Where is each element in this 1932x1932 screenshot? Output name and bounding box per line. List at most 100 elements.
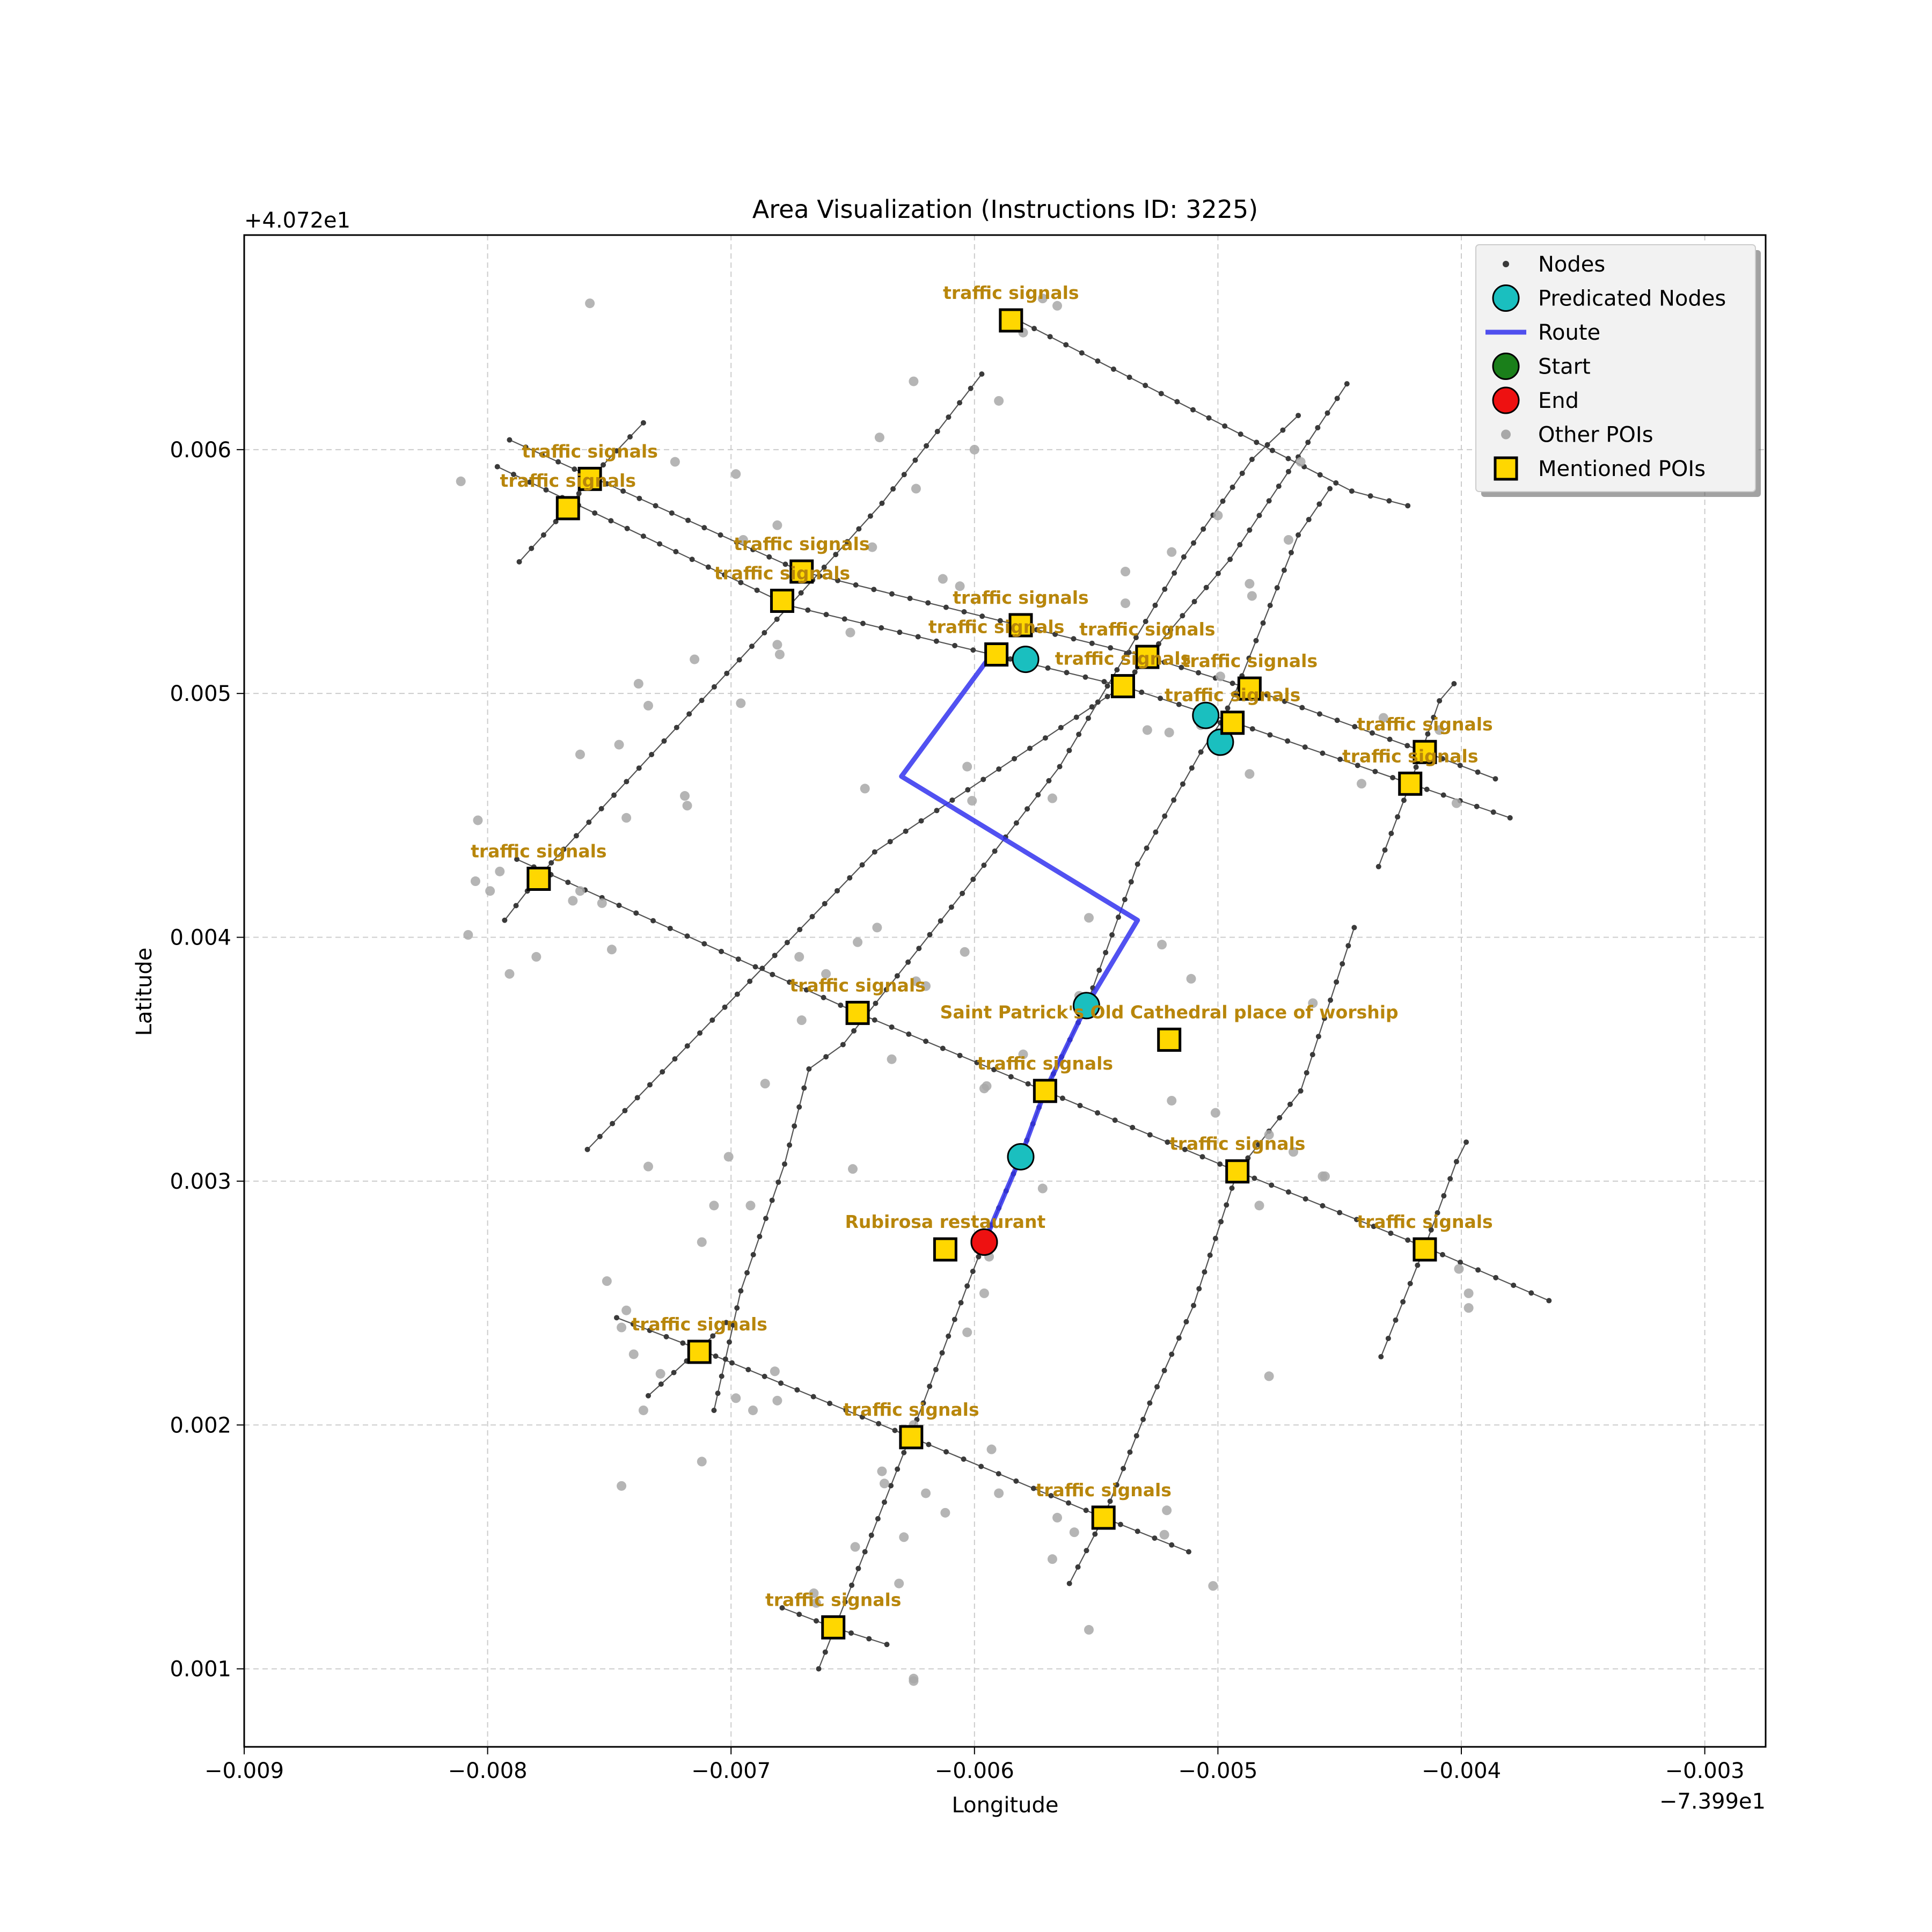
street-node <box>1112 1117 1118 1123</box>
street-node <box>592 510 598 516</box>
y-tick-label: 0.002 <box>170 1413 231 1438</box>
mentioned-poi-label: traffic signals <box>714 563 850 584</box>
street-node <box>573 833 579 839</box>
street-node <box>734 1305 740 1311</box>
other-poi-marker <box>575 749 585 759</box>
street-node <box>527 479 533 485</box>
street-node <box>762 1373 767 1379</box>
mentioned-poi-marker <box>999 308 1023 333</box>
other-poi-marker <box>1142 725 1152 735</box>
street-node <box>1324 410 1330 416</box>
street-node <box>1101 679 1107 685</box>
street-node <box>657 541 663 547</box>
legend-mentioned-swatch <box>1494 456 1518 481</box>
street-node <box>782 561 788 567</box>
street-node <box>1254 440 1260 445</box>
street-node <box>1085 715 1091 721</box>
mentioned-poi-marker <box>1220 711 1245 735</box>
street-node <box>749 643 755 649</box>
street-node <box>539 451 545 457</box>
street-node <box>872 849 877 855</box>
other-poi-marker <box>1283 535 1293 545</box>
street-node <box>713 1353 719 1359</box>
street-node <box>1154 1384 1160 1390</box>
other-poi-marker <box>495 866 505 876</box>
street-node <box>726 1339 732 1345</box>
street-node <box>1302 1196 1308 1202</box>
street-node <box>970 1269 976 1275</box>
street-node <box>798 590 804 596</box>
street-node <box>1089 640 1095 646</box>
street-node <box>1315 425 1321 430</box>
street-node <box>1066 1580 1072 1586</box>
street-node <box>1139 689 1145 695</box>
y-offset-label: +4.072e1 <box>244 208 350 233</box>
mentioned-pois-layer: traffic signals traffic signals traffic si… <box>471 282 1493 1640</box>
street-node <box>991 1067 997 1073</box>
street-node <box>1285 456 1291 462</box>
legend-label-nodes: Nodes <box>1538 252 1605 277</box>
street-node <box>1013 820 1019 826</box>
street-node <box>1121 1466 1126 1472</box>
predicated-nodes-layer <box>1007 646 1234 1170</box>
street-node <box>849 1582 855 1588</box>
street-node <box>1407 1280 1413 1286</box>
mentioned-poi-label: traffic signals <box>1169 1133 1305 1154</box>
street-node <box>1333 480 1339 486</box>
mentioned-poi-marker <box>1237 676 1262 701</box>
street-node <box>1196 1286 1202 1292</box>
street-node <box>674 724 679 730</box>
street-node <box>598 806 604 811</box>
y-axis-ticks: 0.001 0.002 0.003 0.004 0.005 0.006 <box>170 438 244 1682</box>
street-node <box>672 1056 678 1062</box>
mentioned-poi-label: traffic signals <box>943 282 1079 303</box>
street-node <box>711 1407 717 1413</box>
street-node <box>1320 1203 1326 1209</box>
mentioned-poi-marker <box>555 496 580 521</box>
street-node <box>965 787 971 793</box>
street-node <box>1296 413 1301 419</box>
street-node <box>1439 756 1445 762</box>
street-node <box>842 1599 848 1605</box>
street-node <box>770 971 775 977</box>
street-node <box>1083 1507 1089 1513</box>
street-node <box>754 587 760 593</box>
street-node <box>663 1334 669 1340</box>
y-tick-label: 0.006 <box>170 438 231 463</box>
other-poi-marker <box>911 484 921 494</box>
street-node <box>1344 381 1350 387</box>
other-poi-marker <box>1084 913 1094 923</box>
street-node <box>1388 830 1394 836</box>
street-node <box>1387 736 1393 742</box>
street-node <box>1367 493 1373 499</box>
street-node <box>510 472 516 478</box>
other-poi-marker <box>955 581 965 591</box>
other-poi-marker <box>1037 1183 1048 1194</box>
other-poi-marker <box>736 698 746 708</box>
other-poi-marker <box>621 1305 632 1315</box>
street-node <box>888 1483 894 1489</box>
street-node <box>1158 696 1163 701</box>
street-node <box>855 1565 861 1571</box>
street-node <box>1174 399 1180 405</box>
street-node <box>797 927 803 933</box>
street-node <box>705 564 711 570</box>
street-node <box>1285 469 1291 474</box>
street-node <box>1386 498 1392 504</box>
street-node <box>634 1095 640 1101</box>
street-node <box>840 1042 846 1048</box>
street-node <box>1315 1034 1321 1040</box>
street-node <box>1304 1070 1309 1075</box>
street-node <box>895 1466 901 1472</box>
other-poi-marker <box>774 649 785 660</box>
street-node <box>961 1456 967 1462</box>
other-poi-marker <box>745 1201 756 1211</box>
street-node <box>584 1146 590 1152</box>
street-node <box>1328 997 1334 1003</box>
other-poi-marker <box>979 1288 989 1298</box>
street-node <box>1447 1176 1453 1182</box>
street-node <box>1274 585 1280 591</box>
other-poi-marker <box>1296 457 1306 467</box>
street-node <box>859 1414 865 1420</box>
street-node <box>892 1428 898 1433</box>
